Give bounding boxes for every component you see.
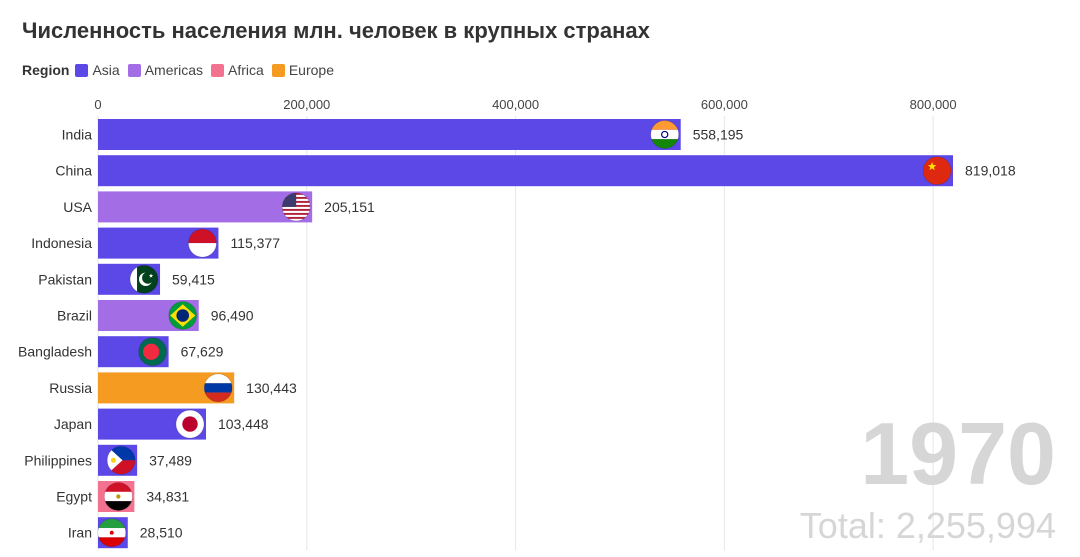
category-label: USA xyxy=(63,199,92,215)
legend-title: Region xyxy=(22,62,70,78)
legend-swatch-americas xyxy=(127,63,141,77)
russia-flag-icon xyxy=(203,373,233,403)
category-label: Iran xyxy=(68,525,92,541)
category-label: India xyxy=(62,127,93,143)
pakistan-flag-icon xyxy=(129,264,159,294)
category-label: Pakistan xyxy=(38,271,92,287)
category-label: Egypt xyxy=(56,489,92,505)
legend-swatch-africa xyxy=(211,63,225,77)
value-label: 67,629 xyxy=(181,344,224,360)
chart-title: Численность населения млн. человек в кру… xyxy=(22,18,650,43)
bar-row: India 558,195 xyxy=(62,119,744,150)
legend-label-europe: Europe xyxy=(288,62,334,78)
value-label: 34,831 xyxy=(146,489,189,505)
bar-row: Philippines 37,489 xyxy=(24,444,192,476)
philippines-flag-icon xyxy=(106,445,136,475)
legend-label-africa: Africa xyxy=(228,62,264,78)
bar-row: Bangladesh 67,629 xyxy=(18,336,224,368)
x-tick-label: 200,000 xyxy=(283,97,330,112)
legend-swatch-asia xyxy=(75,63,89,77)
x-tick-label: 800,000 xyxy=(910,97,957,112)
category-label: China xyxy=(55,163,92,179)
value-label: 59,415 xyxy=(172,271,215,287)
china-flag-icon xyxy=(922,156,952,186)
bar-row: Russia 130,443 xyxy=(49,372,297,404)
value-label: 37,489 xyxy=(149,452,192,468)
egypt-flag-icon xyxy=(103,482,133,511)
category-label: Bangladesh xyxy=(18,344,92,360)
bar[interactable] xyxy=(98,191,313,223)
bar-row: Egypt 34,831 xyxy=(56,481,189,512)
value-label: 558,195 xyxy=(693,127,744,143)
bar[interactable] xyxy=(98,119,681,150)
bar-row: Pakistan 59,415 xyxy=(38,263,215,295)
bar-row: Brazil 96,490 xyxy=(57,300,254,331)
value-label: 96,490 xyxy=(211,308,254,324)
legend-label-americas: Americas xyxy=(144,62,204,78)
category-label: Brazil xyxy=(57,308,92,324)
legend-item-asia[interactable]: Asia xyxy=(75,62,120,78)
usa-flag-icon xyxy=(281,192,311,222)
year-label: 1970 xyxy=(860,404,1056,503)
value-label: 130,443 xyxy=(246,380,297,396)
value-label: 819,018 xyxy=(965,163,1016,179)
legend-item-americas[interactable]: Americas xyxy=(127,62,204,78)
total-label: Total: 2,255,994 xyxy=(799,505,1056,546)
legend-item-africa[interactable]: Africa xyxy=(211,62,264,78)
iran-flag-icon xyxy=(97,518,127,548)
brazil-flag-icon xyxy=(168,301,198,330)
bar-row: Iran 28,510 xyxy=(68,517,183,549)
gridlines xyxy=(97,116,934,551)
legend-item-europe[interactable]: Europe xyxy=(271,62,334,78)
legend: Region Asia Americas Africa Europe xyxy=(22,62,342,78)
category-label: Japan xyxy=(54,416,92,432)
bar[interactable] xyxy=(98,155,953,187)
x-tick-label: 0 xyxy=(94,97,101,112)
value-label: 115,377 xyxy=(230,235,280,251)
bar-row: China 819,018 xyxy=(55,155,1016,187)
bar-row: USA 205,151 xyxy=(63,191,375,223)
value-label: 103,448 xyxy=(218,416,269,432)
x-tick-label: 600,000 xyxy=(701,97,748,112)
indonesia-flag-icon xyxy=(187,228,217,258)
bar-row: Indonesia 115,377 xyxy=(31,227,280,259)
category-label: Philippines xyxy=(24,452,92,468)
legend-label-asia: Asia xyxy=(92,62,120,78)
category-label: Russia xyxy=(49,380,92,396)
bars: India 558,195 China 819,018 USA 205,151 Indone… xyxy=(18,119,1016,549)
japan-flag-icon xyxy=(175,409,205,439)
x-axis-ticks: 0 200,000 400,000 600,000 800,000 xyxy=(94,97,956,112)
value-label: 28,510 xyxy=(140,525,183,541)
x-tick-label: 400,000 xyxy=(492,97,539,112)
bangladesh-flag-icon xyxy=(138,337,168,367)
legend-swatch-europe xyxy=(271,63,285,77)
value-label: 205,151 xyxy=(324,199,375,215)
category-label: Indonesia xyxy=(31,235,92,251)
india-flag-icon xyxy=(650,120,680,149)
bar-row: Japan 103,448 xyxy=(54,408,269,440)
